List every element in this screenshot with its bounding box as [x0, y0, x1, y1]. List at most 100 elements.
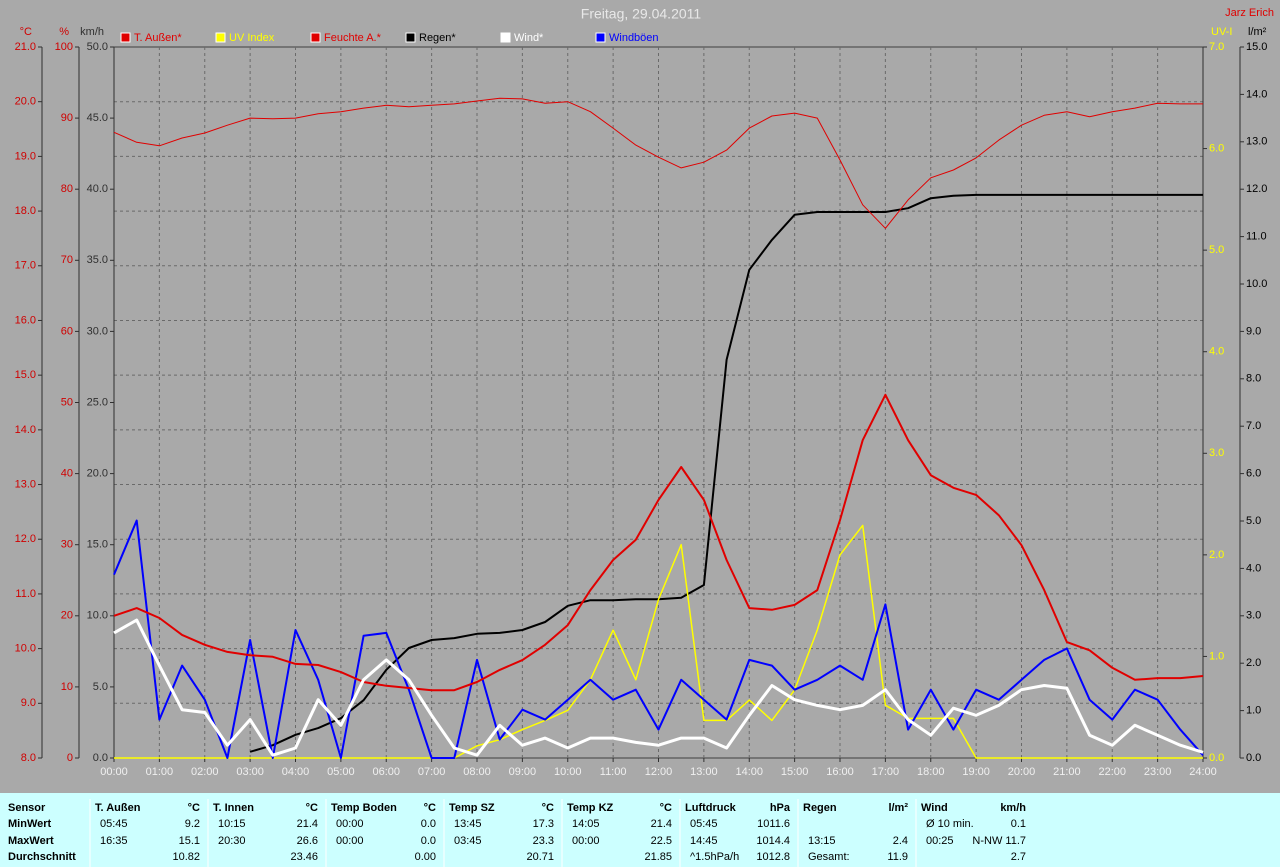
cell-value: 23.3: [533, 835, 554, 847]
x-tick-label: 22:00: [1098, 766, 1126, 778]
table-header: Sensor: [8, 802, 46, 814]
cell-time: 05:45: [100, 818, 128, 830]
y-tick-label: 9.0: [21, 697, 36, 709]
cell-time: 14:05: [572, 818, 600, 830]
x-tick-label: 21:00: [1053, 766, 1081, 778]
y-tick-label: 25.0: [87, 396, 108, 408]
row-label: MaxWert: [8, 835, 54, 847]
y-tick-label: 0.0: [1246, 752, 1261, 764]
legend-swatch: [500, 32, 511, 43]
group-name: Temp Boden: [331, 802, 397, 814]
y-tick-label: 40.0: [87, 183, 108, 195]
row-label: Durchschnitt: [8, 851, 76, 863]
legend-swatch: [215, 32, 226, 43]
x-tick-label: 14:00: [735, 766, 763, 778]
y-tick-label: 7.0: [1246, 420, 1261, 432]
cell-value: 15.1: [179, 835, 200, 847]
series-line: [113, 97, 1203, 229]
y-tick-label: 18.0: [15, 205, 36, 217]
cell-value: 26.6: [297, 835, 318, 847]
x-tick-label: 13:00: [690, 766, 718, 778]
y-tick-label: 11.0: [15, 588, 36, 600]
legend-label: Feuchte A.*: [324, 32, 382, 44]
legend-label: UV Index: [229, 32, 275, 44]
cell-time: 10:15: [218, 818, 246, 830]
y-tick-label: 2.0: [1209, 549, 1224, 561]
cell-time: 00:25: [926, 835, 954, 847]
y-tick-label: 5.0: [93, 681, 108, 693]
cell-value: 0.0: [421, 835, 436, 847]
cell-value: 21.4: [297, 818, 318, 830]
y-tick-label: 3.0: [1209, 447, 1224, 459]
y-tick-label: 0.0: [93, 752, 108, 764]
cell-value: 11.9: [887, 851, 908, 863]
stats-table: Sensor MinWert MaxWert Durchschnitt T. Außen…: [8, 799, 1026, 867]
cell-time: 20:30: [218, 835, 246, 847]
legend-swatch: [120, 32, 131, 43]
legend-label: Wind*: [514, 32, 544, 44]
legend-swatch: [310, 32, 321, 43]
group-name: T. Innen: [213, 802, 254, 814]
y-tick-label: 16.0: [15, 314, 36, 326]
cell-time: 00:00: [572, 835, 600, 847]
cell-time: 03:45: [454, 835, 482, 847]
y-tick-label: 8.0: [1246, 373, 1261, 385]
x-tick-label: 08:00: [463, 766, 491, 778]
cell-time: 13:15: [808, 835, 836, 847]
cell-time: Ø 10 min.: [926, 818, 974, 830]
cell-value: 0.00: [415, 851, 436, 863]
cell-value: 1014.4: [756, 835, 790, 847]
y-tick-label: 4.0: [1209, 346, 1224, 358]
y-tick-label: 2.0: [1246, 657, 1261, 669]
y-tick-label: 10.0: [1246, 278, 1267, 290]
group-unit: °C: [306, 802, 318, 814]
x-tick-label: 20:00: [1008, 766, 1036, 778]
group-unit: °C: [542, 802, 554, 814]
y-tick-label: 12.0: [1246, 183, 1267, 195]
cell-value: 21.85: [644, 851, 672, 863]
legend: T. Außen* UV Index Feuchte A.* Regen* Wind* W…: [120, 32, 659, 44]
cell-value: 9.2: [185, 818, 200, 830]
x-tick-label: 15:00: [781, 766, 809, 778]
y-tick-label: 90: [61, 112, 73, 124]
legend-swatch: [595, 32, 606, 43]
group-name: Luftdruck: [685, 802, 737, 814]
group-unit: °C: [424, 802, 436, 814]
cell-time: Gesamt:: [808, 851, 850, 863]
x-tick-label: 01:00: [146, 766, 174, 778]
x-tick-label: 12:00: [645, 766, 673, 778]
group-name: T. Außen: [95, 802, 141, 814]
y-tick-label: 14.0: [1246, 88, 1267, 100]
x-tick-label: 10:00: [554, 766, 582, 778]
axis-unit: %: [59, 26, 69, 38]
cell-time: 05:45: [690, 818, 718, 830]
row-label: MinWert: [8, 818, 52, 830]
x-tick-label: 00:00: [100, 766, 128, 778]
x-tick-label: 16:00: [826, 766, 854, 778]
group-name: Wind: [921, 802, 948, 814]
y-tick-label: 5.0: [1209, 244, 1224, 256]
group-unit: hPa: [770, 802, 791, 814]
group-name: Temp SZ: [449, 802, 495, 814]
y-tick-label: 6.0: [1246, 468, 1261, 480]
cell-value: 1012.8: [756, 851, 790, 863]
y-tick-label: 0.0: [1209, 752, 1224, 764]
cell-time: 14:45: [690, 835, 718, 847]
cell-value: 2.7: [1011, 851, 1026, 863]
cell-value: 10.82: [172, 851, 200, 863]
cell-value: N-NW 11.7: [972, 835, 1026, 847]
legend-label: Windböen: [609, 32, 659, 44]
y-tick-label: 7.0: [1209, 41, 1224, 53]
cell-value: 0.0: [421, 818, 436, 830]
x-tick-label: 05:00: [327, 766, 355, 778]
y-tick-label: 80: [61, 183, 73, 195]
x-tick-label: 03:00: [236, 766, 264, 778]
x-tick-label: 18:00: [917, 766, 945, 778]
axes: 00:00 01:00 02:00 03:00 04:00 05:00 06:00 07:00…: [15, 26, 1268, 778]
y-tick-label: 17.0: [15, 260, 36, 272]
y-tick-label: 45.0: [87, 112, 108, 124]
group-unit: l/m²: [888, 802, 908, 814]
y-tick-label: 9.0: [1246, 325, 1261, 337]
